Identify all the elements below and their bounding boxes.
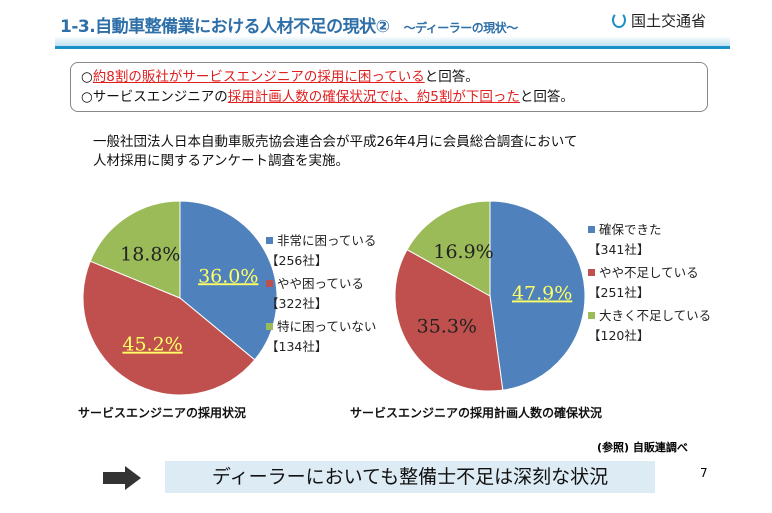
- legend-swatch: [588, 226, 595, 233]
- legend-count: 【120社】: [588, 328, 650, 343]
- intro-line-2: 人材採用に関するアンケート調査を実施。: [93, 153, 349, 169]
- data-label: 47.9%: [512, 282, 572, 304]
- logo-text: 国土交通省: [631, 12, 707, 30]
- legend-swatch: [588, 269, 595, 276]
- legend-left: 非常に困っている【256社】やや困っている【322社】特に困っていない【134社…: [266, 231, 396, 360]
- chart-title-left: サービスエンジニアの採用状況: [78, 406, 247, 420]
- right-arrow-icon: [103, 466, 141, 490]
- data-label: 16.9%: [433, 241, 493, 263]
- legend-item: 特に困っていない【134社】: [266, 317, 396, 357]
- legend-right: 確保できた【341社】やや不足している【251社】大きく不足している【120社】: [588, 220, 718, 349]
- pie-slice: [89, 200, 181, 299]
- legend-swatch: [266, 280, 273, 287]
- legend-count: 【251社】: [588, 285, 650, 300]
- prefix-text: ○サービスエンジニアの: [81, 89, 228, 105]
- legend-count: 【256社】: [266, 253, 328, 268]
- suffix-text: と回答。: [424, 69, 479, 85]
- intro-line-1: 一般社団法人日本自動車販売協会連合会が平成26年4月に会員総合調査において: [93, 134, 578, 150]
- legend-swatch: [266, 323, 273, 330]
- subtitle-text: ～ディーラーの現状～: [403, 21, 519, 35]
- data-label: 18.8%: [120, 244, 180, 266]
- summary-box: ○約8割の販社がサービスエンジニアの採用に困っていると回答。 ○サービスエンジニ…: [70, 62, 708, 112]
- legend-swatch: [588, 312, 595, 319]
- legend-item: やや困っている【322社】: [266, 274, 396, 314]
- pie-slice: [489, 200, 586, 391]
- legend-item: やや不足している【251社】: [588, 263, 718, 303]
- legend-count: 【134社】: [266, 339, 328, 354]
- intro-text: 一般社団法人日本自動車販売協会連合会が平成26年4月に会員総合調査において 人材採…: [93, 133, 577, 171]
- legend-label: 非常に困っている: [277, 233, 377, 248]
- header-rule: [55, 46, 730, 49]
- pie-slice: [394, 248, 504, 392]
- legend-count: 【341社】: [588, 242, 650, 257]
- legend-count: 【322社】: [266, 296, 328, 311]
- summary-line-1: ○約8割の販社がサービスエンジニアの採用に困っていると回答。: [81, 67, 697, 87]
- source-note: (参照) 自販連調べ: [597, 441, 688, 454]
- header-band: [55, 36, 730, 46]
- data-label: 36.0%: [198, 265, 258, 287]
- pie-slice: [179, 200, 278, 361]
- highlight-text: 約8割の販社がサービスエンジニアの採用に困っている: [92, 69, 425, 85]
- title-text: 1-3.自動車整備業における人材不足の現状②: [60, 17, 390, 37]
- bullet: ○: [81, 69, 93, 85]
- legend-swatch: [266, 237, 273, 244]
- data-label: 45.2%: [122, 334, 182, 356]
- suffix-text: と回答。: [519, 89, 574, 105]
- pie-slice: [82, 260, 256, 396]
- legend-label: 特に困っていない: [277, 319, 377, 334]
- legend-label: やや困っている: [277, 276, 364, 291]
- mlit-logo-icon: [612, 12, 626, 28]
- highlight-text: 採用計画人数の確保状況では、約5割が下回った: [227, 89, 520, 105]
- pie-slice: [406, 200, 491, 297]
- legend-label: 大きく不足している: [599, 308, 712, 323]
- page-number: 7: [700, 466, 708, 480]
- mlit-logo: 国土交通省: [612, 10, 706, 31]
- legend-label: 確保できた: [599, 222, 662, 237]
- conclusion-banner: ディーラーにおいても整備士不足は深刻な状況: [165, 461, 655, 493]
- summary-line-2: ○サービスエンジニアの採用計画人数の確保状況では、約5割が下回ったと回答。: [81, 87, 697, 107]
- legend-item: 確保できた【341社】: [588, 220, 718, 260]
- legend-item: 大きく不足している【120社】: [588, 306, 718, 346]
- legend-label: やや不足している: [599, 265, 699, 280]
- legend-item: 非常に困っている【256社】: [266, 231, 396, 271]
- data-label: 35.3%: [417, 315, 477, 337]
- chart-title-right: サービスエンジニアの採用計画人数の確保状況: [350, 406, 603, 420]
- slide-title: 1-3.自動車整備業における人材不足の現状② ～ディーラーの現状～: [60, 12, 518, 37]
